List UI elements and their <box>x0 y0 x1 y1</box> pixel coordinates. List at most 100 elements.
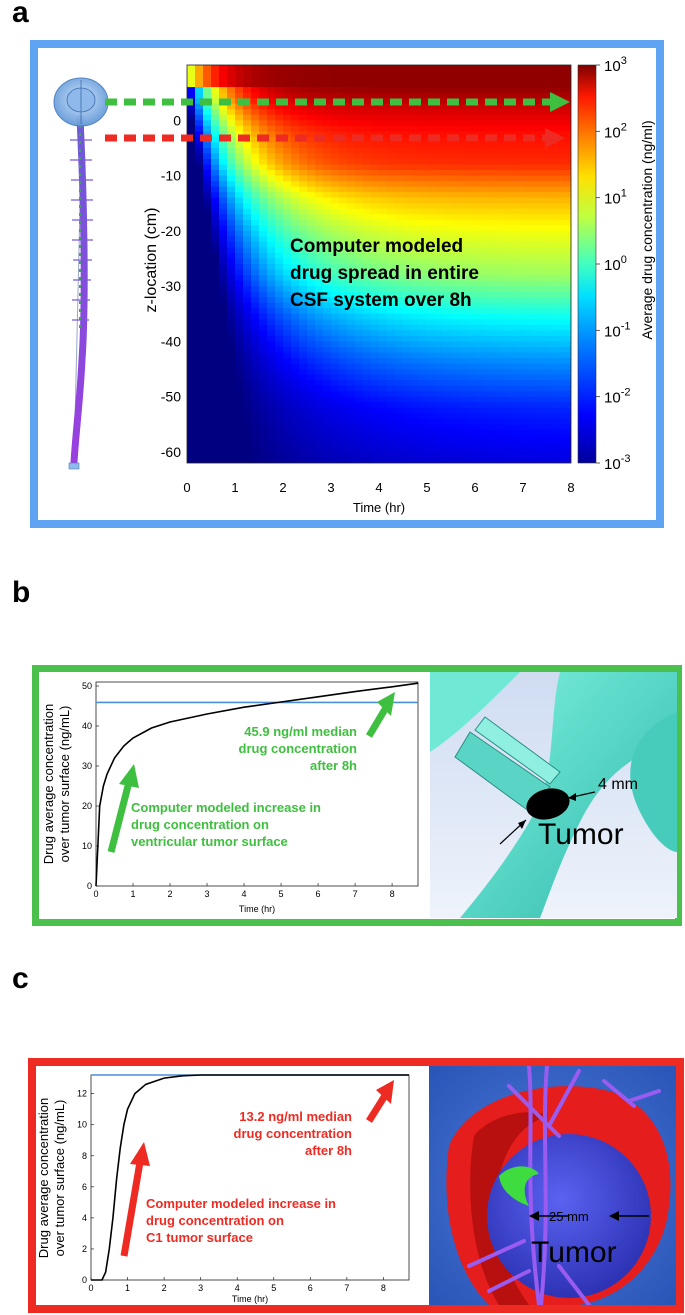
heatmap-cell <box>387 302 396 309</box>
heatmap-cell <box>315 413 324 420</box>
panel-c-y-tick-label: 4 <box>82 1213 87 1223</box>
heatmap-cell <box>523 407 532 414</box>
heatmap-cell <box>459 297 468 304</box>
heatmap-cell <box>539 241 548 249</box>
heatmap-cell <box>459 109 468 116</box>
heatmap-cell <box>275 186 284 193</box>
heatmap-cell <box>411 258 420 265</box>
heatmap-cell <box>411 363 420 370</box>
heatmap-cell <box>235 446 244 453</box>
heatmap-cell <box>195 230 204 237</box>
heatmap-cell <box>435 142 444 149</box>
heatmap-cell <box>419 369 428 376</box>
heatmap-cell <box>435 275 444 282</box>
heatmap-cell <box>395 164 404 171</box>
heatmap-cell <box>467 230 476 237</box>
heatmap-cell <box>355 170 364 177</box>
heatmap-cell <box>291 181 300 188</box>
heatmap-cell <box>187 269 196 276</box>
heatmap-cell <box>315 330 324 337</box>
heatmap-cell <box>419 170 428 177</box>
heatmap-cell <box>235 125 244 132</box>
panel-b-x-tick-label: 1 <box>131 889 136 899</box>
heatmap-cell <box>219 380 228 387</box>
heatmap-cell <box>227 369 236 376</box>
heatmap-cell <box>531 313 540 320</box>
heatmap-cell <box>227 319 236 326</box>
heatmap-cell <box>387 457 396 463</box>
heatmap-cell <box>491 142 500 149</box>
heatmap-cell <box>339 70 348 77</box>
heatmap-cell <box>315 369 324 376</box>
heatmap-cell <box>339 402 348 409</box>
heatmap-cell <box>483 297 492 304</box>
heatmap-cell <box>299 70 308 77</box>
heatmap-cell <box>435 313 444 320</box>
heatmap-cell <box>203 109 212 116</box>
heatmap-y-tick-label: -10 <box>161 168 181 184</box>
heatmap-cell <box>451 451 460 459</box>
heatmap-cell <box>443 92 452 99</box>
heatmap-cell <box>371 92 380 99</box>
heatmap-cell <box>547 269 556 276</box>
heatmap-cell <box>539 252 548 260</box>
heatmap-cell <box>411 158 420 166</box>
heatmap-cell <box>395 70 404 77</box>
heatmap-cell <box>467 208 476 215</box>
heatmap-cell <box>203 70 212 77</box>
heatmap-cell <box>411 302 420 309</box>
heatmap-cell <box>563 418 571 425</box>
heatmap-cell <box>491 413 500 420</box>
heatmap-cell <box>427 114 436 121</box>
heatmap-cell <box>507 87 516 94</box>
heatmap-cell <box>371 197 380 204</box>
heatmap-cell <box>395 120 404 127</box>
heatmap-cell <box>427 264 436 271</box>
heatmap-cell <box>291 346 300 354</box>
heatmap-cell <box>419 435 428 442</box>
heatmap-cell <box>379 346 388 354</box>
heatmap-cell <box>427 302 436 309</box>
heatmap-cell <box>531 413 540 420</box>
heatmap-cell <box>475 219 484 226</box>
heatmap-plot <box>187 65 571 463</box>
heatmap-cell <box>555 252 564 260</box>
heatmap-cell <box>203 203 212 210</box>
heatmap-cell <box>411 219 420 226</box>
heatmap-cell <box>235 70 244 77</box>
panel-c-size-label: 25 mm <box>549 1209 589 1224</box>
heatmap-cell <box>331 252 340 260</box>
heatmap-cell <box>483 363 492 370</box>
heatmap-cell <box>539 424 548 431</box>
heatmap-cell <box>547 208 556 215</box>
heatmap-cell <box>419 81 428 88</box>
heatmap-cell <box>363 76 372 83</box>
heatmap-cell <box>275 181 284 188</box>
heatmap-cell <box>451 324 460 331</box>
heatmap-cell <box>459 363 468 370</box>
heatmap-cell <box>515 131 524 138</box>
heatmap-cell <box>219 225 228 232</box>
heatmap-cell <box>411 286 420 293</box>
heatmap-cell <box>403 236 412 243</box>
heatmap-cell <box>339 435 348 442</box>
panel-c-y-tick-label: 8 <box>82 1151 87 1161</box>
heatmap-cell <box>267 114 276 121</box>
heatmap-cell <box>475 418 484 425</box>
heatmap-cell <box>299 446 308 453</box>
heatmap-cell <box>467 363 476 370</box>
heatmap-cell <box>411 280 420 287</box>
heatmap-cell <box>483 164 492 171</box>
heatmap-cell <box>483 142 492 149</box>
heatmap-cell <box>243 446 252 453</box>
heatmap-cell <box>531 236 540 243</box>
heatmap-cell <box>531 380 540 387</box>
heatmap-cell <box>379 341 388 348</box>
heatmap-cell <box>475 319 484 326</box>
heatmap-cell <box>483 147 492 155</box>
heatmap-cell <box>203 252 212 260</box>
heatmap-cell <box>195 402 204 409</box>
heatmap-cell <box>299 297 308 304</box>
heatmap-cell <box>251 76 260 83</box>
heatmap-cell <box>475 275 484 282</box>
